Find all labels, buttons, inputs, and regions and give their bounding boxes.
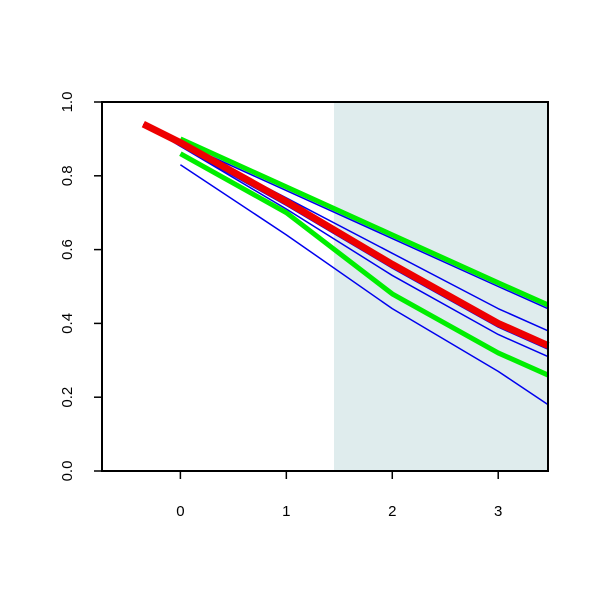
x-tick-label: 3 — [494, 503, 502, 520]
shaded-region — [334, 102, 548, 471]
data-line — [141, 121, 550, 349]
y-tick-label: 0.6 — [59, 239, 76, 260]
data-line — [180, 141, 549, 310]
x-tick-label: 2 — [388, 503, 396, 520]
x-tick-label: 0 — [176, 503, 184, 520]
x-tick-label: 1 — [282, 503, 290, 520]
y-tick-label: 0.4 — [59, 313, 76, 334]
y-tick-label: 0.0 — [59, 461, 76, 482]
data-line — [179, 136, 550, 308]
y-tick-label: 0.2 — [59, 387, 76, 408]
y-tick-label: 1.0 — [59, 92, 76, 113]
y-tick-label: 0.8 — [59, 165, 76, 186]
plot-frame — [101, 101, 549, 472]
data-line — [179, 164, 549, 406]
data-line — [179, 151, 550, 378]
